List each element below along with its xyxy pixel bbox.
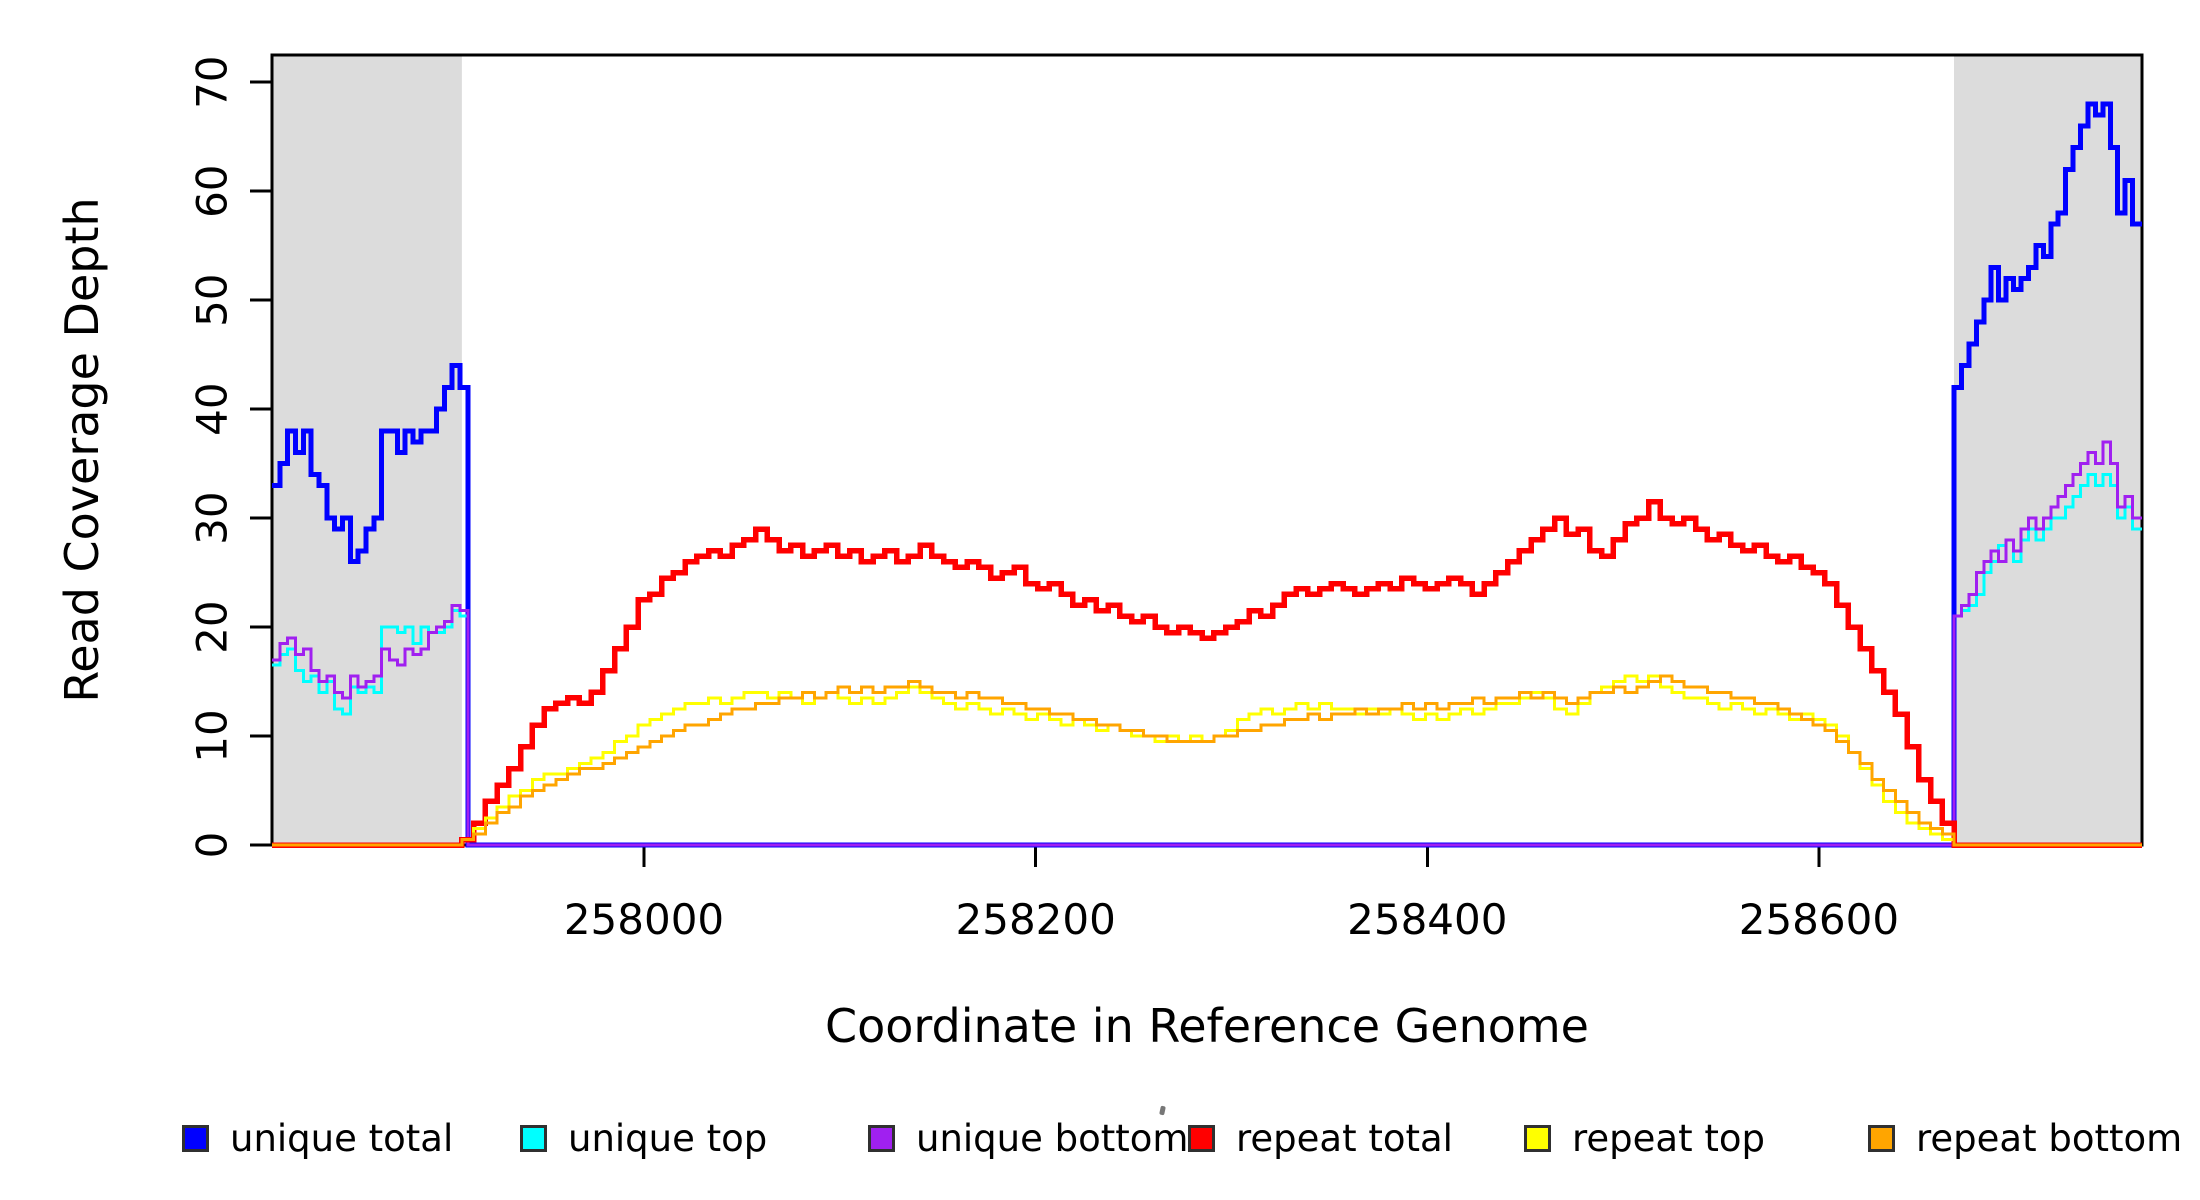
x-tick-label: 258400 [1347,895,1507,944]
x-tick-label: 258600 [1739,895,1899,944]
shaded-regions-layer [272,55,2142,845]
series-path-repeat-total [272,499,2142,848]
series-path-repeat-bottom [272,674,2142,847]
plot-border [270,53,2144,847]
right-flank-shading [1954,55,2142,845]
left-flank-shading [272,55,462,845]
y-tick-label: 10 [188,709,237,762]
x-axis-title: Coordinate in Reference Genome [825,999,1589,1053]
y-tick-label: 0 [188,832,237,859]
y-tick-label: 20 [188,600,237,653]
series-path-unique-bottom [272,440,2142,847]
y-tick-label: 50 [188,273,237,326]
y-axis-title: Read Coverage Depth [55,197,109,702]
plot-frame-layer [270,53,2144,847]
x-tick-label: 258000 [564,895,724,944]
y-tick-label: 60 [188,164,237,217]
series-path-unique-total [272,101,2142,848]
y-tick-label: 70 [188,55,237,108]
axes-layer: 258000 258200 258400 258600 0 10 20 30 40 50 60 70 [188,55,1900,944]
y-tick-label: 40 [188,382,237,435]
series-path-unique-top [272,473,2142,847]
y-tick-label: 30 [188,491,237,544]
series-layer [272,101,2142,848]
x-tick-label: 258200 [956,895,1116,944]
